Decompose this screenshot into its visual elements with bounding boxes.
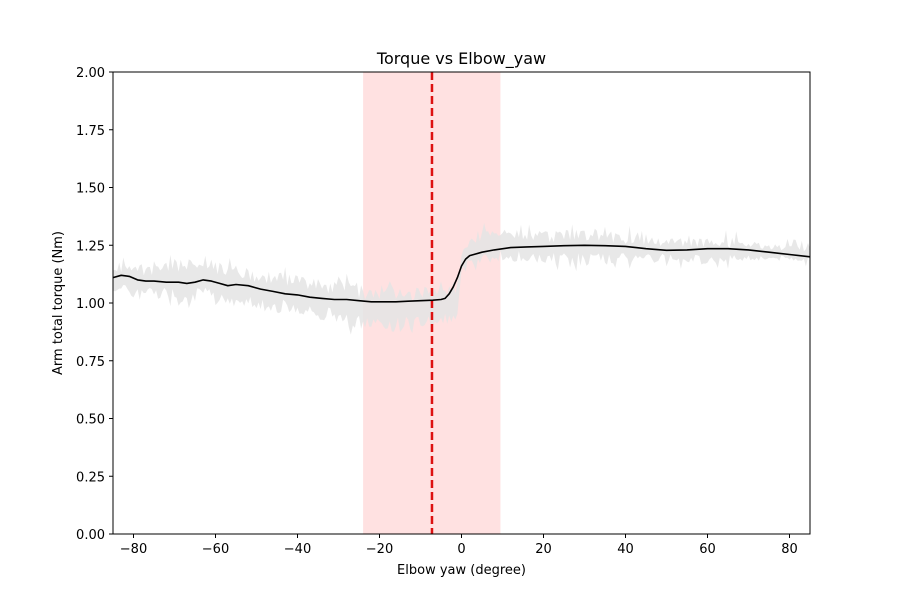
y-tick-label: 1.75 bbox=[76, 124, 105, 139]
x-tick-label: −60 bbox=[202, 542, 229, 557]
x-tick-label: 0 bbox=[457, 542, 465, 557]
x-axis-label: Elbow yaw (degree) bbox=[397, 563, 526, 578]
y-tick-label: 1.25 bbox=[76, 239, 105, 254]
x-ticks: −80 −60 −40 −20 0 20 40 60 80 bbox=[120, 534, 798, 557]
x-tick-label: 60 bbox=[699, 542, 716, 557]
mean-line bbox=[112, 244, 811, 303]
raw-band-layer bbox=[113, 223, 810, 335]
x-tick-label: −20 bbox=[366, 542, 393, 557]
x-tick-label: 40 bbox=[617, 542, 634, 557]
chart-title: Torque vs Elbow_yaw bbox=[376, 49, 546, 69]
y-tick-label: 0.50 bbox=[76, 413, 105, 428]
x-tick-label: −40 bbox=[284, 542, 311, 557]
y-ticks: 0.00 0.25 0.50 0.75 1.00 1.25 1.50 1.75 2.00 bbox=[76, 66, 113, 543]
y-tick-label: 0.00 bbox=[76, 528, 105, 543]
y-tick-label: 0.75 bbox=[76, 355, 105, 370]
mean-line-layer bbox=[112, 244, 811, 303]
y-tick-label: 2.00 bbox=[76, 66, 105, 81]
y-tick-label: 0.25 bbox=[76, 470, 105, 485]
raw-data-band bbox=[113, 223, 810, 335]
y-tick-label: 1.50 bbox=[76, 182, 105, 197]
y-axis-label: Arm total torque (Nm) bbox=[51, 231, 66, 375]
y-tick-label: 1.00 bbox=[76, 297, 105, 312]
x-tick-label: 80 bbox=[781, 542, 798, 557]
x-tick-label: 20 bbox=[535, 542, 552, 557]
x-tick-label: −80 bbox=[120, 542, 147, 557]
